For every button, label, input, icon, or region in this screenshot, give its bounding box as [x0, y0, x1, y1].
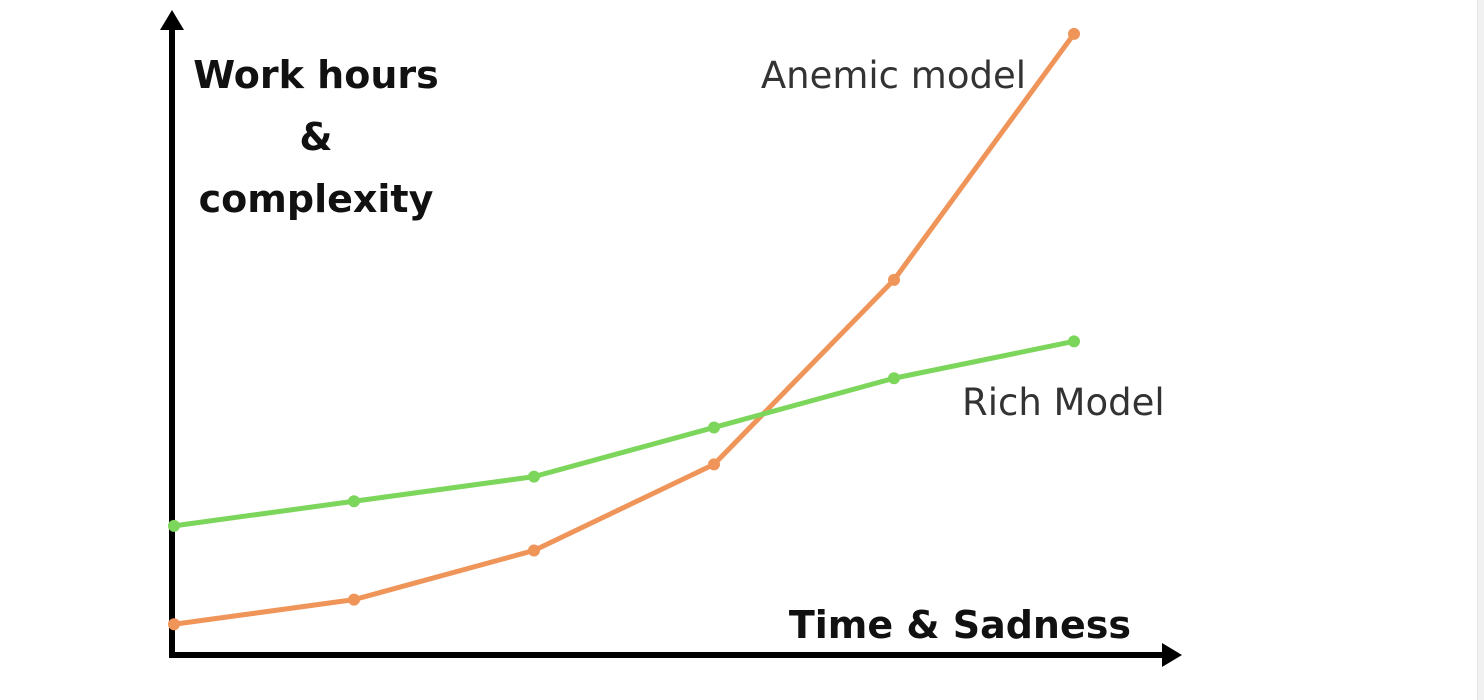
series-label-anemic-model: Anemic model	[761, 54, 1026, 97]
data-point-anemic-model-5	[1068, 27, 1080, 40]
data-point-anemic-model-1	[348, 593, 360, 606]
data-point-rich-model-3	[708, 421, 720, 434]
window-edge	[1477, 0, 1484, 700]
y-axis-arrow-icon	[160, 10, 184, 30]
series-line-anemic-model	[171, 31, 1077, 627]
data-point-anemic-model-2	[528, 544, 540, 557]
data-point-anemic-model-3	[708, 458, 720, 471]
data-point-rich-model-5	[1068, 335, 1080, 348]
series-label-rich-model: Rich Model	[962, 381, 1165, 424]
data-point-rich-model-2	[528, 470, 540, 483]
data-point-rich-model-1	[348, 495, 360, 508]
y-axis-label-line-1: Work hours	[193, 53, 438, 97]
x-axis-label: Time & Sadness	[789, 603, 1131, 647]
data-point-rich-model-4	[888, 372, 900, 385]
series-layer	[168, 27, 1080, 631]
series-line-rich-model	[171, 338, 1077, 529]
y-axis-label-line-3: complexity	[199, 177, 434, 221]
x-axis-arrow-icon	[1162, 643, 1182, 667]
data-point-anemic-model-4	[888, 273, 900, 286]
axes	[160, 10, 1182, 667]
data-point-anemic-model-0	[168, 618, 180, 631]
data-point-rich-model-0	[168, 519, 180, 532]
y-axis-label-line-2: &	[299, 115, 332, 159]
